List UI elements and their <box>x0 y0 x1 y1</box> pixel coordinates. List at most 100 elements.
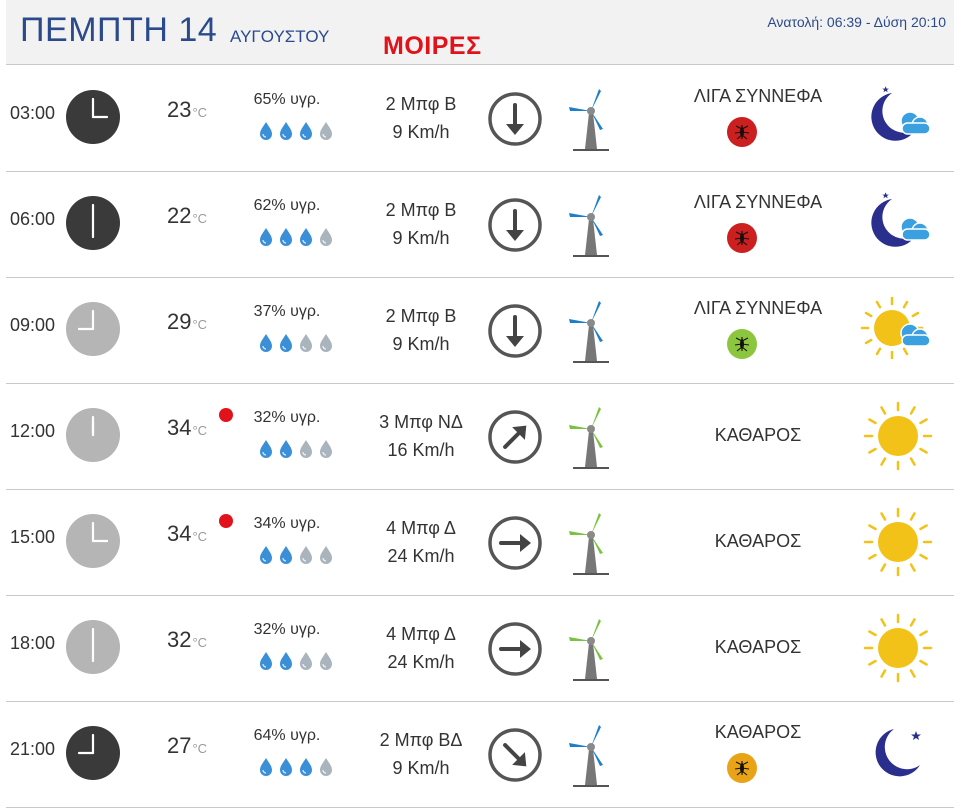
temperature-unit: °C <box>192 105 208 120</box>
forecast-time: 15:00 <box>10 527 56 547</box>
location-name: ΜΟΙΡΕΣ <box>383 32 482 60</box>
mosquito-orange-icon <box>727 753 757 783</box>
temperature: 34°C <box>167 415 207 441</box>
wind-direction-up-right-arrow-icon <box>487 409 543 465</box>
humidity-text: 32% υγρ. <box>253 409 321 426</box>
wind-info: 2 Μπφ Β 9 Km/h <box>351 196 491 252</box>
day-title: ΠΕΜΠΤΗ 14 <box>20 11 218 49</box>
temperature-unit: °C <box>192 317 208 332</box>
temperature: 27°C <box>167 733 207 759</box>
moon-cloud-icon <box>858 189 938 259</box>
clock-icon <box>65 89 121 145</box>
weather-condition: ΛΙΓΑ ΣΥΝΝΕΦΑ <box>693 86 823 106</box>
humidity-drops-icon <box>258 651 338 676</box>
humidity-text: 64% υγρ. <box>253 727 321 744</box>
sunrise-sunset: Ανατολή: 06:39 - Δύση 20:10 <box>767 14 946 30</box>
weather-condition: ΚΑΘΑΡΟΣ <box>714 637 802 657</box>
wind-direction-right-arrow-icon <box>487 515 543 571</box>
wind-direction-down-arrow-icon <box>487 303 543 359</box>
forecast-row: 06:00 22°C 62% υγρ. 2 Μπφ Β 9 Km/h ΛΙΓΑ ΣΥΝΝΕ… <box>6 171 954 278</box>
forecast-row: 09:00 29°C 37% υγρ. 2 Μπφ Β 9 Km/h ΛΙΓΑ ΣΥΝΝΕ… <box>6 277 954 384</box>
sun-icon <box>858 613 938 683</box>
temperature: 22°C <box>167 203 207 229</box>
wind-speed: 9 Km/h <box>392 758 450 778</box>
day-month: ΑΥΓΟΥΣΤΟΥ <box>230 27 330 46</box>
wind-info: 3 Μπφ ΝΔ 16 Km/h <box>351 408 491 464</box>
wind-turbine-icon <box>559 83 623 155</box>
temperature-value: 27 <box>167 733 192 758</box>
temperature: 23°C <box>167 97 207 123</box>
wind-force: 2 Μπφ Β <box>385 306 457 326</box>
wind-force: 4 Μπφ Δ <box>386 518 456 538</box>
moon-cloud-icon <box>858 83 938 153</box>
humidity-drops-icon <box>258 757 338 782</box>
humidity-text: 37% υγρ. <box>253 303 321 320</box>
wind-force: 3 Μπφ ΝΔ <box>379 412 463 432</box>
wind-direction-right-arrow-icon <box>487 621 543 677</box>
forecast-time: 06:00 <box>10 209 56 229</box>
humidity-text: 34% υγρ. <box>253 515 321 532</box>
heat-warning-icon <box>219 514 233 528</box>
temperature-value: 29 <box>167 309 192 334</box>
forecast-row: 12:00 34°C 32% υγρ. 3 Μπφ ΝΔ 16 Km/h ΚΑΘΑΡΟΣ <box>6 383 954 490</box>
heat-warning-icon <box>219 408 233 422</box>
forecast-time: 09:00 <box>10 315 56 335</box>
wind-info: 2 Μπφ Β 9 Km/h <box>351 90 491 146</box>
temperature-value: 22 <box>167 203 192 228</box>
forecast-time: 18:00 <box>10 633 56 653</box>
clock-icon <box>65 301 121 357</box>
wind-turbine-icon <box>559 507 623 579</box>
wind-force: 2 Μπφ Β <box>385 200 457 220</box>
humidity-text: 32% υγρ. <box>253 621 321 638</box>
forecast-row: 15:00 34°C 34% υγρ. 4 Μπφ Δ 24 Km/h ΚΑΘΑΡΟΣ <box>6 489 954 596</box>
temperature-unit: °C <box>192 529 208 544</box>
humidity-text: 62% υγρ. <box>253 197 321 214</box>
weather-condition: ΛΙΓΑ ΣΥΝΝΕΦΑ <box>693 298 823 318</box>
wind-force: 4 Μπφ Δ <box>386 624 456 644</box>
clock-icon <box>65 407 121 463</box>
mosquito-red-icon <box>727 117 757 147</box>
mosquito-green-icon <box>727 329 757 359</box>
moon-icon <box>858 719 938 789</box>
wind-speed: 24 Km/h <box>387 652 455 672</box>
wind-turbine-icon <box>559 295 623 367</box>
wind-speed: 16 Km/h <box>387 440 455 460</box>
sun-icon <box>858 507 938 577</box>
wind-turbine-icon <box>559 719 623 791</box>
wind-turbine-icon <box>559 401 623 473</box>
temperature: 34°C <box>167 521 207 547</box>
clock-icon <box>65 725 121 781</box>
temperature-value: 23 <box>167 97 192 122</box>
forecast-row: 18:00 32°C 32% υγρ. 4 Μπφ Δ 24 Km/h ΚΑΘΑΡΟΣ <box>6 595 954 702</box>
humidity-drops-icon <box>258 333 338 358</box>
wind-turbine-icon <box>559 613 623 685</box>
humidity-drops-icon <box>258 227 338 252</box>
weather-condition: ΚΑΘΑΡΟΣ <box>714 722 802 742</box>
humidity-text: 65% υγρ. <box>253 91 321 108</box>
wind-force: 2 Μπφ ΒΔ <box>379 730 463 750</box>
mosquito-red-icon <box>727 223 757 253</box>
forecast-time: 03:00 <box>10 103 56 123</box>
sun-cloud-icon <box>858 295 938 365</box>
wind-info: 2 Μπφ Β 9 Km/h <box>351 302 491 358</box>
forecast-time: 12:00 <box>10 421 56 441</box>
clock-icon <box>65 619 121 675</box>
clock-icon <box>65 195 121 251</box>
wind-direction-down-arrow-icon <box>487 91 543 147</box>
temperature-unit: °C <box>192 741 208 756</box>
humidity-drops-icon <box>258 439 338 464</box>
temperature: 32°C <box>167 627 207 653</box>
temperature: 29°C <box>167 309 207 335</box>
wind-speed: 24 Km/h <box>387 546 455 566</box>
weather-condition: ΚΑΘΑΡΟΣ <box>714 531 802 551</box>
wind-direction-down-right-arrow-icon <box>487 727 543 783</box>
temperature-value: 34 <box>167 415 192 440</box>
forecast-row: 03:00 23°C 65% υγρ. 2 Μπφ Β 9 Km/h ΛΙΓΑ ΣΥΝΝΕ… <box>6 65 954 172</box>
forecast-time: 21:00 <box>10 739 56 759</box>
forecast-row: 21:00 27°C 64% υγρ. 2 Μπφ ΒΔ 9 Km/h ΚΑΘΑΡΟΣ <box>6 701 954 808</box>
temperature-unit: °C <box>192 211 208 226</box>
weather-condition: ΚΑΘΑΡΟΣ <box>714 425 802 445</box>
wind-turbine-icon <box>559 189 623 261</box>
humidity-drops-icon <box>258 121 338 146</box>
wind-info: 4 Μπφ Δ 24 Km/h <box>351 514 491 570</box>
